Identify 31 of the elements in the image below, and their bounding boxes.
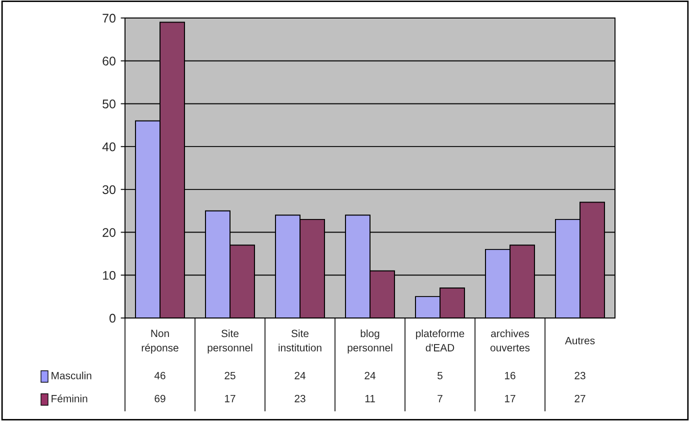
y-tick-label: 10 (103, 270, 116, 280)
data-label: 69 (154, 394, 166, 402)
y-tick-label: 50 (102, 100, 116, 108)
data-label: 27 (574, 394, 586, 402)
x-tick-label: Site institution (278, 330, 322, 352)
y-tick-label: 0 (110, 314, 116, 323)
data-label: 17 (505, 395, 516, 402)
data-label: 46 (154, 372, 166, 380)
data-label: 23 (574, 372, 586, 380)
data-label: 25 (224, 372, 236, 380)
x-tick-label: archives ouvertes (490, 330, 530, 352)
legend-label: Féminin (52, 394, 88, 402)
x-tick-label: blog personnel (348, 330, 392, 354)
legend-label: Masculin (52, 372, 92, 380)
data-label: 17 (225, 395, 236, 402)
x-tick-label: Non réponse (142, 330, 178, 354)
x-tick-label: Site personnel (208, 330, 252, 354)
y-tick-label: 20 (102, 228, 116, 237)
data-label: 24 (364, 372, 376, 380)
data-label: 7 (438, 395, 442, 402)
y-tick-label: 60 (102, 56, 116, 66)
data-label: 11 (365, 395, 375, 402)
y-tick-label: 40 (102, 142, 116, 152)
x-tick-label: plateforme d'EAD (416, 330, 464, 352)
data-label: 16 (505, 372, 516, 380)
data-label: 24 (294, 372, 306, 380)
y-tick-label: 70 (102, 14, 116, 23)
data-label: 23 (294, 394, 306, 402)
y-tick-label: 30 (102, 185, 116, 194)
data-label: 5 (438, 372, 442, 380)
x-tick-label: Autres (564, 337, 595, 344)
